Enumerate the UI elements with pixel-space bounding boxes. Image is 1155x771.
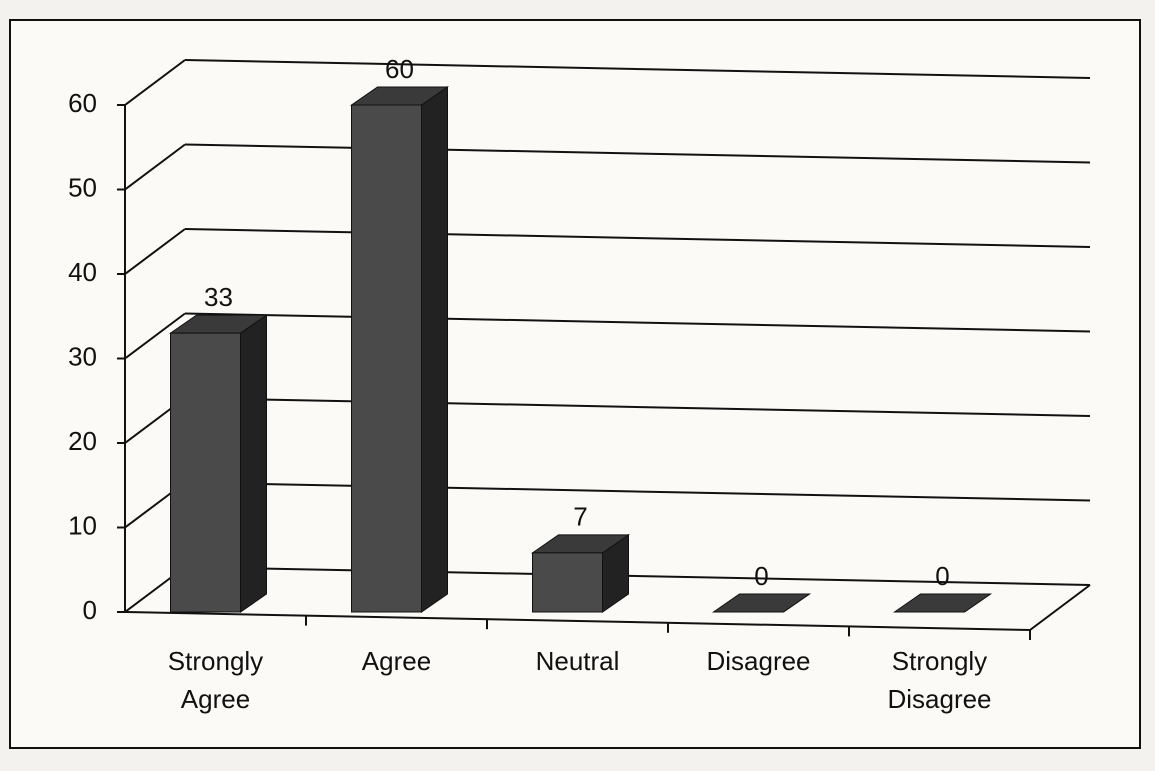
data-label: 0 — [935, 561, 949, 591]
grid-line — [184, 228, 1091, 248]
grid-line — [184, 481, 1091, 502]
y-tick-label: 0 — [83, 595, 97, 625]
y-tick-label: 50 — [68, 172, 97, 202]
y-tick-label: 40 — [68, 257, 97, 287]
data-label: 60 — [385, 54, 414, 84]
x-tick-label: Strongly Agree — [167, 646, 264, 714]
grid-line — [184, 143, 1091, 164]
bar-side — [421, 86, 448, 613]
y-tick-label: 30 — [68, 341, 97, 371]
x-tick-label: Disagree — [706, 646, 811, 676]
x-tick-label: Strongly Disagree — [887, 646, 992, 714]
data-label: 7 — [573, 502, 587, 532]
grid-line — [124, 59, 186, 106]
bar — [170, 332, 241, 613]
y-tick-label: 20 — [68, 426, 97, 456]
bar — [532, 552, 603, 613]
grid-line — [184, 59, 1091, 79]
bar-side — [240, 314, 267, 613]
grid-line — [124, 228, 186, 275]
bar-top — [711, 593, 812, 613]
grid-line — [124, 143, 186, 191]
bar — [351, 104, 422, 613]
grid-line — [124, 312, 186, 360]
grid-line — [184, 397, 1091, 417]
grid-line — [184, 566, 1091, 586]
data-label: 0 — [754, 561, 768, 591]
y-tick-label: 60 — [68, 88, 97, 118]
bar-top — [892, 593, 993, 613]
x-tick-label: Neutral — [535, 646, 620, 676]
y-tick-label: 10 — [68, 510, 97, 540]
x-tick-label: Agree — [361, 646, 432, 676]
data-label: 33 — [204, 282, 233, 312]
grid-line — [184, 312, 1091, 333]
